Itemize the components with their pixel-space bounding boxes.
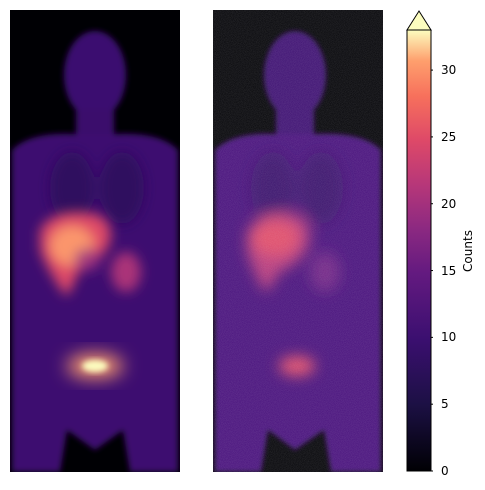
smooth-scan-svg (12, 31, 178, 472)
smooth-scan-image (10, 10, 180, 472)
colorbar-tick-label: 0 (441, 464, 449, 478)
noisy-scan-image (213, 10, 383, 472)
lung-right (100, 152, 144, 224)
colorbar-tick-label: 20 (441, 196, 457, 211)
noisy-scan-svg (213, 10, 383, 472)
colorbar-tick-label: 15 (441, 263, 457, 278)
colorbar-tick-label: 25 (441, 129, 457, 144)
noise-overlay (213, 10, 383, 472)
spleen (111, 252, 141, 292)
colorbar-label: Counts (461, 230, 475, 272)
colorbar-gradient (406, 29, 432, 472)
bladder-core (82, 360, 108, 372)
colorbar-extend-arrow (406, 10, 432, 31)
lung-left (50, 152, 94, 224)
colorbar-tick-label: 10 (441, 330, 457, 345)
colorbar-tick-label: 5 (441, 397, 449, 412)
kidney (74, 248, 102, 272)
colorbar-ticks (431, 69, 433, 472)
colorbar (406, 10, 433, 472)
colorbar-tick-label: 30 (441, 63, 457, 78)
